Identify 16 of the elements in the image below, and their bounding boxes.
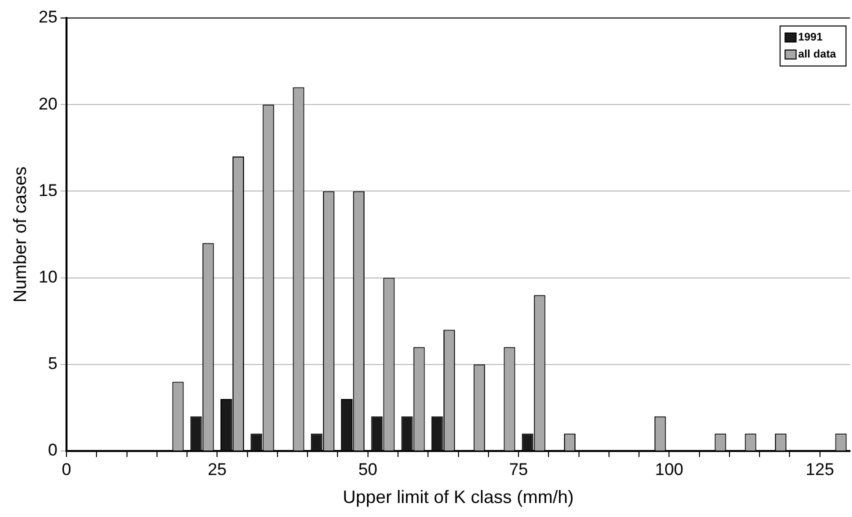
y-tick-label: 10 xyxy=(38,267,58,286)
x-axis-title: Upper limit of K class (mm/h) xyxy=(342,487,574,508)
y-tick-label: 0 xyxy=(48,440,58,460)
x-tick-label: 125 xyxy=(806,460,834,479)
x-tick-label: 75 xyxy=(509,460,528,479)
legend-label: all data xyxy=(798,48,837,61)
y-tick-label: 20 xyxy=(38,94,58,114)
y-axis-title: Number of cases xyxy=(10,166,30,303)
y-tick-label: 25 xyxy=(38,8,58,27)
x-tick-label: 100 xyxy=(655,460,684,479)
x-tick-label: 0 xyxy=(62,460,72,479)
y-tick-label: 15 xyxy=(38,180,58,200)
legend-label: 1991 xyxy=(798,32,823,44)
y-tick-label: 5 xyxy=(48,354,58,374)
x-tick-label: 50 xyxy=(358,460,378,479)
x-tick-label: 25 xyxy=(208,460,227,479)
